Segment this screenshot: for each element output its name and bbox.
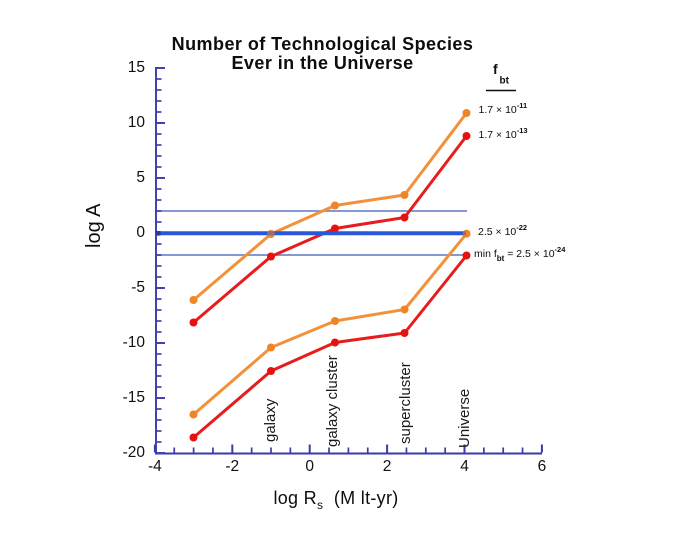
svg-text:6: 6 [538, 458, 547, 475]
svg-text:0: 0 [305, 458, 314, 475]
svg-text:-20: -20 [123, 444, 146, 461]
svg-text:f: f [493, 61, 498, 77]
svg-text:15: 15 [128, 59, 145, 76]
svg-text:bt: bt [500, 76, 510, 87]
svg-text:2: 2 [383, 458, 392, 475]
svg-text:5: 5 [136, 169, 145, 186]
svg-text:-4: -4 [148, 458, 162, 475]
svg-text:4: 4 [460, 458, 469, 475]
svg-text:-15: -15 [123, 389, 145, 406]
svg-text:10: 10 [128, 114, 146, 131]
svg-text:0: 0 [136, 224, 145, 241]
svg-text:-10: -10 [123, 334, 146, 351]
svg-text:-5: -5 [131, 279, 145, 296]
svg-text:-2: -2 [225, 458, 239, 475]
